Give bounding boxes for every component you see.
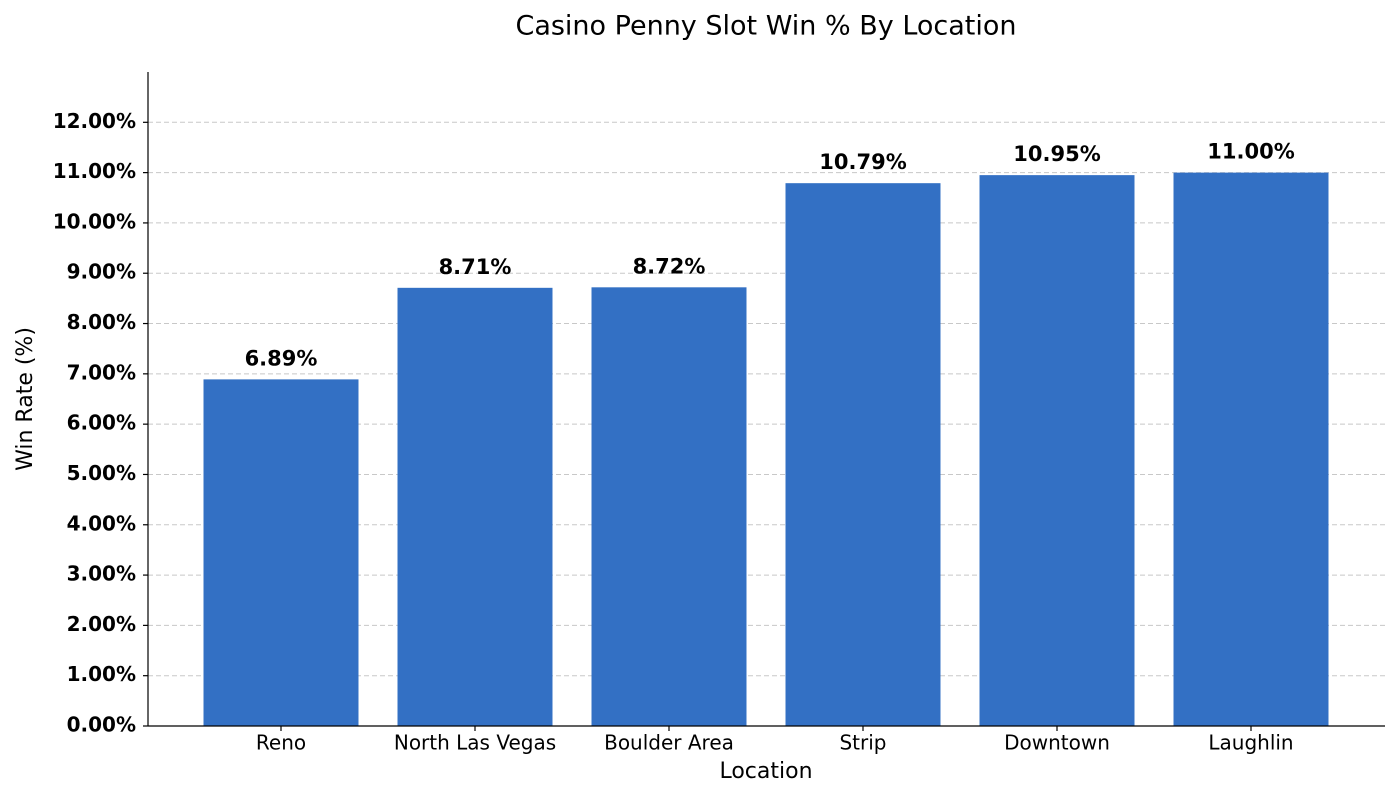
bar [785, 183, 941, 726]
y-tick-label: 2.00% [67, 612, 136, 636]
value-label: 10.79% [819, 150, 906, 174]
x-axis-label: Location [719, 759, 812, 784]
bar [1173, 172, 1329, 727]
value-label: 11.00% [1207, 140, 1294, 164]
value-label: 10.95% [1013, 142, 1100, 166]
y-tick-label: 7.00% [67, 360, 136, 384]
chart-title: Casino Penny Slot Win % By Location [515, 11, 1016, 42]
y-tick-label: 11.00% [53, 159, 136, 183]
x-tick-label: Strip [839, 731, 886, 755]
y-tick-label: 3.00% [67, 562, 136, 586]
y-tick-label: 5.00% [67, 461, 136, 485]
value-label: 8.72% [633, 254, 706, 278]
bar [979, 175, 1135, 727]
y-tick-label: 8.00% [67, 310, 136, 334]
y-tick-label: 10.00% [53, 209, 136, 233]
bar [591, 287, 747, 726]
value-label: 6.89% [245, 346, 318, 370]
y-tick-label: 0.00% [67, 713, 136, 737]
x-tick-label: Downtown [1004, 731, 1110, 755]
bar [397, 287, 553, 726]
bar [203, 379, 359, 726]
x-tick-label: Reno [256, 731, 306, 755]
x-tick-label: North Las Vegas [394, 731, 556, 755]
y-tick-label: 4.00% [67, 511, 136, 535]
y-tick-label: 6.00% [67, 411, 136, 435]
x-tick-label: Boulder Area [604, 731, 734, 755]
y-tick-label: 9.00% [67, 260, 136, 284]
y-tick-label: 1.00% [67, 662, 136, 686]
value-label: 8.71% [439, 255, 512, 279]
y-axis-label: Win Rate (%) [13, 327, 38, 471]
x-tick-label: Laughlin [1208, 731, 1293, 755]
y-tick-label: 12.00% [53, 109, 136, 133]
